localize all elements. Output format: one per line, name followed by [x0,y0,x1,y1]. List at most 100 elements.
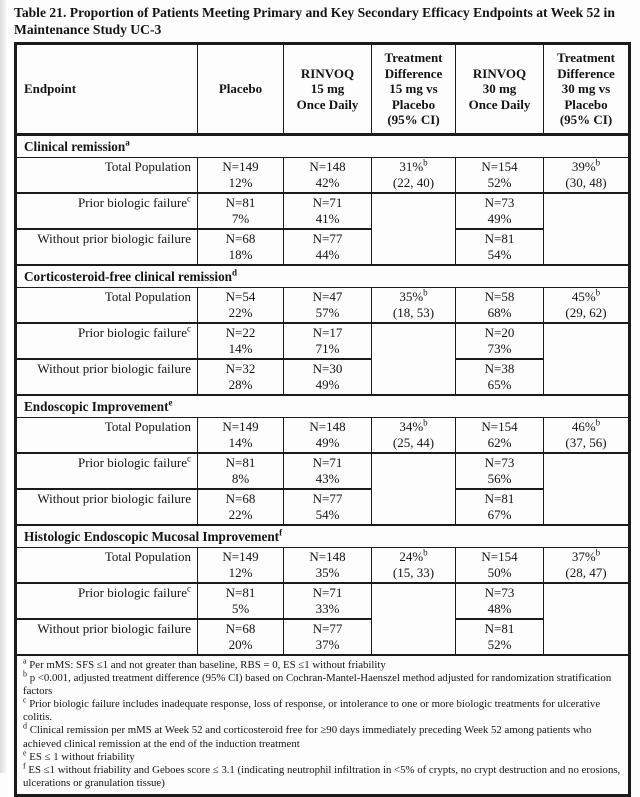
data-cell: N=73 56% [455,452,544,490]
table-row: Prior biologic failurec N=81 5% N=71 33% N… [15,582,630,656]
section-title: Endoscopic Improvement [24,399,169,414]
data-cell: N=58 68% [455,287,544,324]
row-label: Without prior biologic failure [15,618,198,656]
column-header-diff-15mg: Treatment Difference 15 mg vs Placebo (9… [371,43,456,136]
footnote-c: c Prior biologic failure includes inadeq… [23,695,601,724]
footnotes-row: a Per mMS: SFS ≤1 and not greater than b… [15,654,630,796]
data-cell: 39%b (30, 48) [543,157,630,194]
data-cell: N=154 62% [455,417,544,454]
data-cell: N=149 14% [197,417,284,454]
data-cell: 34%b (25, 44) [371,417,456,454]
data-cell-merged-empty [543,322,630,396]
data-cell: N=47 57% [283,287,372,324]
data-cell: N=77 44% [283,228,372,266]
data-cell: N=81 54% [455,228,544,266]
row-label: Without prior biologic failure [15,488,198,526]
data-cell: N=148 49% [283,417,372,454]
footnote-d: d Clinical remission per mMS at Week 52 … [23,721,592,750]
table-row: Prior biologic failurec N=22 14% N=17 71% … [15,322,630,396]
footnote-e: e ES ≤ 1 without friability [23,748,135,763]
table-row: Total Population N=149 14% N=148 49% 34%b(… [15,417,630,454]
section-title: Clinical remission [24,139,126,154]
data-cell: N=154 50% [455,547,544,584]
data-cell: N=73 49% [455,192,544,230]
data-cell-merged-empty [543,582,630,656]
column-header-diff-30mg: Treatment Difference 30 mg vs Placebo (9… [543,43,630,136]
row-label: Prior biologic failurec [15,322,198,360]
data-cell: 45%b (29, 62) [543,287,630,324]
data-cell: N=71 43% [283,452,372,490]
column-header-rinvoq-15mg: RINVOQ 15 mg Once Daily [283,43,372,136]
data-cell: N=81 7% [197,192,284,230]
row-label: Prior biologic failurec [15,452,198,490]
data-cell: N=32 28% [197,358,284,396]
section-title: Corticosteroid-free clinical remission [24,269,233,284]
data-cell: 35%b (18, 53) [371,287,456,324]
data-cell: N=20 73% [455,322,544,360]
data-cell: N=68 22% [197,488,284,526]
row-label: Without prior biologic failure [15,228,198,266]
data-cell: N=149 12% [197,547,284,584]
efficacy-table: Endpoint Placebo RINVOQ 15 mg Once Daily… [14,42,631,797]
data-cell: N=68 20% [197,618,284,656]
data-cell: N=81 8% [197,452,284,490]
table-row: Total Population N=54 22% N=47 57% 35%b (18… [15,287,630,324]
data-cell: N=22 14% [197,322,284,360]
header-row: Endpoint Placebo RINVOQ 15 mg Once Daily… [15,43,630,136]
section-footnote-marker: f [279,527,283,538]
data-cell: N=148 35% [283,547,372,584]
section-footnote-marker: d [232,267,238,278]
data-cell: N=148 42% [283,157,372,194]
section-header-clinical-remission: Clinical remissiona [15,134,630,158]
row-label: Total Population [15,157,198,194]
data-cell: N=38 65% [455,358,544,396]
table-row: Total Population N=149 12% N=148 42% 31%b(… [15,157,630,194]
data-cell: N=81 67% [455,488,544,526]
scan-edge-shadow [0,0,6,773]
table-row: Without prior biologic failure N=68 22% N… [15,488,630,526]
row-label: Prior biologic failurec [15,192,198,230]
data-cell-merged-empty [543,192,630,266]
data-cell-merged-empty [371,582,456,656]
data-cell: N=68 18% [197,228,284,266]
data-cell-merged-empty [371,452,456,526]
footnote-a: a Per mMS: SFS ≤1 and not greater than b… [23,656,386,671]
data-cell: N=81 52% [455,618,544,656]
row-label: Without prior biologic failure [15,358,198,396]
data-cell: 31%b (22, 40) [371,157,456,194]
column-header-endpoint: Endpoint [15,43,198,136]
row-label: Prior biologic failurec [15,582,198,620]
table-row: Without prior biologic failure N=32 28% N… [15,358,630,396]
data-cell: 37%b (28, 47) [543,547,630,584]
column-header-placebo: Placebo [197,43,284,136]
row-label: Total Population [15,417,198,454]
section-title: Histologic Endoscopic Mucosal Improvemen… [24,529,280,544]
section-header-histologic-improvement: Histologic Endoscopic Mucosal Improvemen… [15,524,630,548]
data-cell: N=73 48% [455,582,544,620]
footnotes-cell: a Per mMS: SFS ≤1 and not greater than b… [15,654,630,796]
data-cell: N=77 54% [283,488,372,526]
data-cell: N=149 12% [197,157,284,194]
data-cell: N=77 37% [283,618,372,656]
section-footnote-marker: a [125,137,130,148]
table-row: Prior biologic failurec N=81 7% N=71 41% N… [15,192,630,266]
data-cell-merged-empty [371,192,456,266]
table-row: Without prior biologic failure N=68 20% N… [15,618,630,656]
data-cell: 46%b (37, 56) [543,417,630,454]
data-cell: N=81 5% [197,582,284,620]
section-header-corticosteroid-free: Corticosteroid-free clinical remissiond [15,264,630,288]
data-cell-merged-empty [543,452,630,526]
data-cell: N=30 49% [283,358,372,396]
row-label: Total Population [15,547,198,584]
footnote-b: b p <0.001, adjusted treatment differenc… [23,669,612,698]
table-title: Table 21. Proportion of Patients Meeting… [14,5,615,37]
table-row: Without prior biologic failure N=68 18% N… [15,228,630,266]
data-cell: N=17 71% [283,322,372,360]
data-cell: N=54 22% [197,287,284,324]
data-cell: 24%b (15, 33) [371,547,456,584]
section-header-endoscopic-improvement: Endoscopic Improvemente [15,394,630,418]
data-cell: N=71 41% [283,192,372,230]
data-cell-merged-empty [371,322,456,396]
table-row: Prior biologic failurec N=81 8% N=71 43% N… [15,452,630,526]
